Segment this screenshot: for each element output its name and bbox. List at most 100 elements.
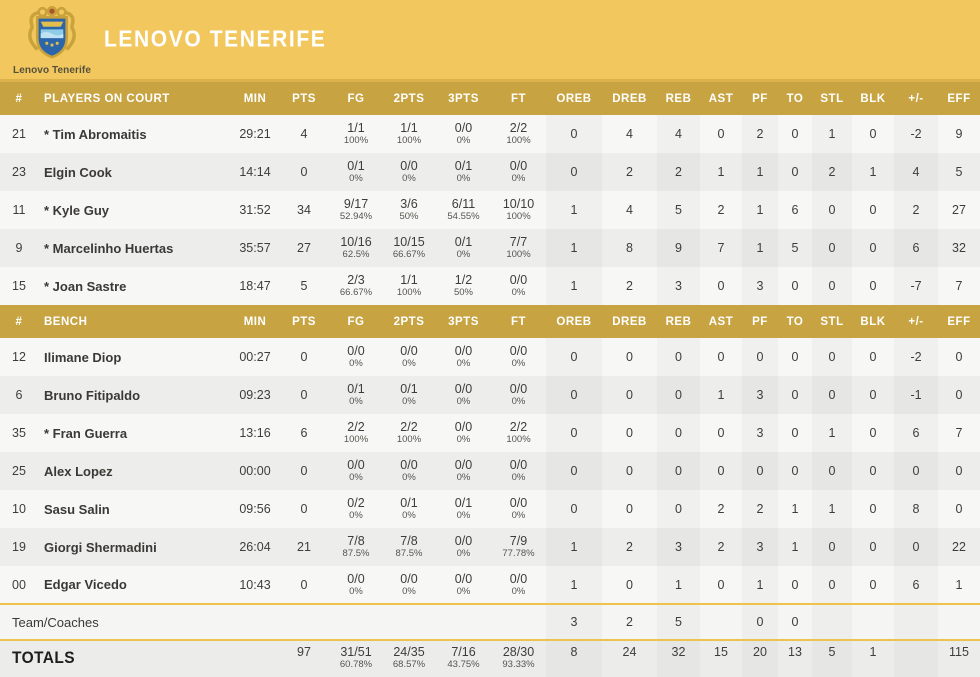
stat-cell-eff: 7 [955, 279, 963, 293]
made-attempted-value: 0/0 [400, 159, 418, 174]
stat-cell-to: 0 [791, 426, 799, 440]
stat-cell-p2: 0/1 0% [382, 490, 436, 528]
player-number-cell: 15 [12, 279, 26, 293]
stat-cell-eff: 0 [955, 388, 963, 402]
player-number-cell: 11 [12, 203, 26, 217]
made-attempted-value: 0/0 [509, 344, 528, 359]
stat-cell-to: 0 [791, 127, 799, 141]
stat-cell-pf: 0 [742, 452, 778, 490]
stat-cell-blk: 0 [869, 241, 877, 255]
stat-cell-to: 0 [791, 577, 799, 592]
team-logo-caption: Lenovo Tenerife [13, 65, 91, 76]
player-name-cell: Edgar Vicedo [44, 577, 127, 592]
percentage-value: 0% [402, 358, 416, 370]
player-row: 6 Bruno Fitipaldo 09:23 0 0/1 0% 0/1 0% 0/0 0% 0/0… [0, 376, 980, 414]
player-name-cell: Sasu Salin [44, 501, 110, 517]
percentage-value: 0% [456, 585, 471, 597]
made-attempted-value: 7/9 [509, 534, 528, 549]
stat-cell-reb: 5 [657, 604, 700, 640]
stat-cell-pm: -1 [894, 376, 938, 414]
made-attempted-value: 1/1 [400, 273, 418, 288]
stat-cell-p2: 1/1 100% [382, 267, 436, 305]
team-name-title: LENOVO TENERIFE [104, 26, 327, 52]
player-number-cell: 9 [15, 241, 23, 255]
made-attempted-value: 6/11 [451, 197, 476, 212]
stat-cell-blk: 0 [869, 577, 877, 592]
stat-cell-fg [330, 604, 382, 640]
stat-cell-pm: 0 [894, 452, 938, 490]
stat-cell-ft: 0/0 0% [491, 153, 546, 191]
stat-cell-ft: 0/0 0% [491, 376, 546, 414]
team-banner: Lenovo Tenerife LENOVO TENERIFE [0, 0, 980, 82]
stat-cell-p2: 10/15 66.67% [382, 229, 436, 267]
stat-cell-ast: 2 [717, 502, 725, 516]
percentage-value: 0% [511, 287, 526, 299]
stat-cell-dreb: 4 [626, 203, 633, 217]
stat-cell-pts: 0 [300, 165, 308, 179]
stat-cell-pts: 34 [297, 203, 311, 217]
stat-cell-dreb: 0 [626, 350, 633, 364]
made-attempted-value: 7/8 [400, 534, 418, 549]
stat-cell-reb: 9 [657, 229, 700, 267]
column-header-ast: AST [708, 315, 734, 328]
stat-cell-p2: 0/0 0% [382, 452, 436, 490]
stat-cell-to: 0 [791, 279, 799, 293]
percentage-value: 0% [456, 434, 471, 446]
made-attempted-value: 9/17 [343, 197, 369, 212]
percentage-value: 0% [349, 472, 363, 484]
column-header-reb: REB [665, 92, 692, 105]
stat-cell-p3: 1/2 50% [436, 267, 491, 305]
stat-cell-pf: 3 [742, 267, 778, 305]
stat-cell-stl: 1 [812, 490, 852, 528]
team-logo: Lenovo Tenerife [0, 3, 104, 76]
stat-cell-ast: 0 [717, 279, 725, 293]
stat-cell-ast: 0 [717, 577, 725, 592]
stat-cell-eff: 27 [952, 203, 966, 217]
stat-cell-pm: 4 [894, 153, 938, 191]
column-header-oreb: OREB [556, 92, 592, 105]
made-attempted-value: 0/0 [454, 344, 473, 359]
stat-cell-ast: 0 [717, 464, 725, 478]
stat-cell-fg: 0/2 0% [330, 490, 382, 528]
made-attempted-value: 31/51 [340, 645, 372, 659]
player-number-cell: 10 [12, 502, 26, 516]
column-header-row: # BENCH MIN PTS FG 2PTS 3PTS FT OREB DREB REB AST PF… [0, 305, 980, 338]
percentage-value: 0% [456, 173, 471, 185]
stat-cell-reb: 32 [657, 640, 700, 677]
stat-cell-stl: 0 [812, 376, 852, 414]
stat-cell-p3: 0/0 0% [436, 338, 491, 376]
stat-cell-p3: 0/0 0% [436, 376, 491, 414]
column-header-p3: 3PTS [448, 92, 479, 105]
column-header-eff: EFF [947, 92, 971, 105]
stat-cell-ast: 15 [714, 645, 728, 659]
stat-cell-eff: 9 [955, 127, 963, 141]
column-header-stl: STL [820, 92, 844, 105]
stat-cell-p2: 24/35 68.57% [382, 640, 436, 677]
percentage-value: 66.67% [339, 287, 373, 299]
stat-cell-blk: 0 [869, 127, 877, 141]
stat-cell-ast: 0 [717, 127, 725, 141]
stat-cell-p3: 0/0 0% [436, 414, 491, 452]
percentage-value: 100% [396, 135, 422, 147]
percentage-value: 0% [402, 173, 416, 185]
percentage-value: 0% [456, 548, 471, 560]
column-header-eff: EFF [947, 315, 971, 328]
stat-cell-dreb: 0 [626, 426, 633, 440]
stat-cell-pts: 97 [297, 645, 311, 659]
stat-cell-reb: 2 [657, 153, 700, 191]
percentage-value: 68.57% [392, 659, 426, 670]
column-header-fg: FG [347, 92, 365, 105]
percentage-value: 52.94% [339, 211, 373, 223]
stat-cell-fg: 31/51 60.78% [330, 640, 382, 677]
stat-cell-ft: 0/0 0% [491, 338, 546, 376]
percentage-value: 0% [349, 173, 363, 185]
player-row: 9 * Marcelinho Huertas 35:57 27 10/16 62.5% 10… [0, 229, 980, 267]
made-attempted-value: 0/1 [454, 235, 473, 250]
stat-cell-blk: 1 [869, 645, 877, 659]
player-name-cell: Giorgi Shermadini [44, 539, 157, 555]
stat-cell-oreb: 1 [546, 267, 602, 305]
stat-cell-dreb: 8 [626, 241, 633, 255]
stat-cell-blk: 0 [869, 502, 877, 516]
column-header-ast: AST [708, 92, 734, 105]
totals-row: TOTALS 97 31/51 60.78% 24/35 68.57% 7/16 43.75%… [0, 640, 980, 677]
